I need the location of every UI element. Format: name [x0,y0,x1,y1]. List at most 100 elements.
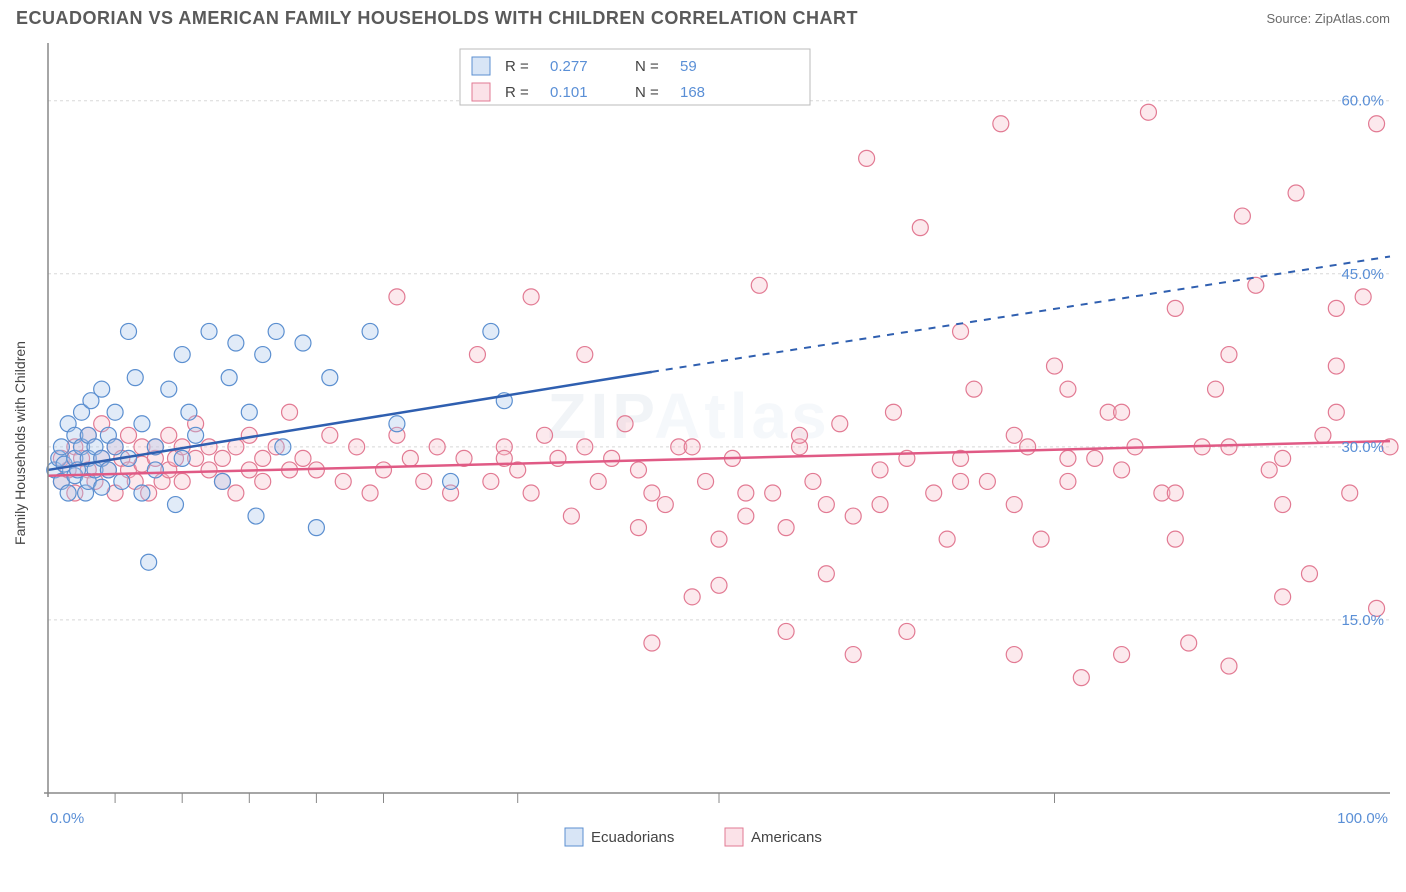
data-point [1006,427,1022,443]
data-point [1342,485,1358,501]
data-point [738,508,754,524]
data-point [1275,450,1291,466]
source-label: Source: ZipAtlas.com [1266,11,1390,26]
data-point [1060,381,1076,397]
data-point [121,427,137,443]
data-point [1275,589,1291,605]
data-point [127,370,143,386]
data-point [523,485,539,501]
data-point [630,462,646,478]
data-point [1087,450,1103,466]
data-point [966,381,982,397]
data-point [617,416,633,432]
data-point [537,427,553,443]
data-point [684,589,700,605]
data-point [161,427,177,443]
data-point [684,439,700,455]
data-point [563,508,579,524]
data-point [778,623,794,639]
data-point [1167,531,1183,547]
data-point [201,323,217,339]
legend-n-value: 168 [680,84,705,101]
data-point [577,439,593,455]
data-point [644,635,660,651]
data-point [174,473,190,489]
legend-swatch [472,83,490,101]
data-point [255,347,271,363]
data-point [1328,358,1344,374]
data-point [483,473,499,489]
data-point [778,520,794,536]
data-point [483,323,499,339]
data-point [1006,647,1022,663]
data-point [282,404,298,420]
legend-r-value: 0.101 [550,84,588,101]
y-axis-label: Family Households with Children [12,341,28,545]
data-point [228,335,244,351]
data-point [107,439,123,455]
data-point [711,531,727,547]
data-point [1208,381,1224,397]
data-point [939,531,955,547]
data-point [1167,485,1183,501]
chart-title: ECUADORIAN VS AMERICAN FAMILY HOUSEHOLDS… [16,8,858,29]
data-point [429,439,445,455]
legend-swatch [565,828,583,846]
legend-label: Americans [751,829,822,846]
data-point [1221,658,1237,674]
data-point [1033,531,1049,547]
data-point [201,462,217,478]
data-point [201,439,217,455]
data-point [181,404,197,420]
data-point [1167,300,1183,316]
data-point [738,485,754,501]
data-point [1047,358,1063,374]
data-point [630,520,646,536]
data-point [241,404,257,420]
data-point [577,347,593,363]
legend-n-value: 59 [680,58,697,75]
data-point [349,439,365,455]
data-point [134,416,150,432]
data-point [1248,277,1264,293]
data-point [993,116,1009,132]
data-point [275,439,291,455]
data-point [147,462,163,478]
data-point [523,289,539,305]
data-point [174,450,190,466]
data-point [953,473,969,489]
data-point [792,427,808,443]
data-point [121,323,137,339]
data-point [1328,404,1344,420]
data-point [832,416,848,432]
data-point [53,439,69,455]
data-point [1369,116,1385,132]
data-point [1221,439,1237,455]
data-point [751,277,767,293]
data-point [1261,462,1277,478]
data-point [214,473,230,489]
x-tick-label: 0.0% [50,810,84,827]
data-point [1060,473,1076,489]
data-point [711,577,727,593]
scatter-chart: ZIPAtlas15.0%30.0%45.0%60.0%0.0%100.0%R … [0,33,1406,853]
data-point [872,462,888,478]
data-point [255,473,271,489]
data-point [550,450,566,466]
data-point [590,473,606,489]
legend-swatch [725,828,743,846]
data-point [228,485,244,501]
data-point [1355,289,1371,305]
data-point [1006,497,1022,513]
legend-swatch [472,57,490,75]
data-point [644,485,660,501]
data-point [94,479,110,495]
data-point [167,497,183,513]
data-point [805,473,821,489]
data-point [979,473,995,489]
data-point [698,473,714,489]
data-point [845,647,861,663]
data-point [1221,347,1237,363]
data-point [141,554,157,570]
data-point [1140,104,1156,120]
